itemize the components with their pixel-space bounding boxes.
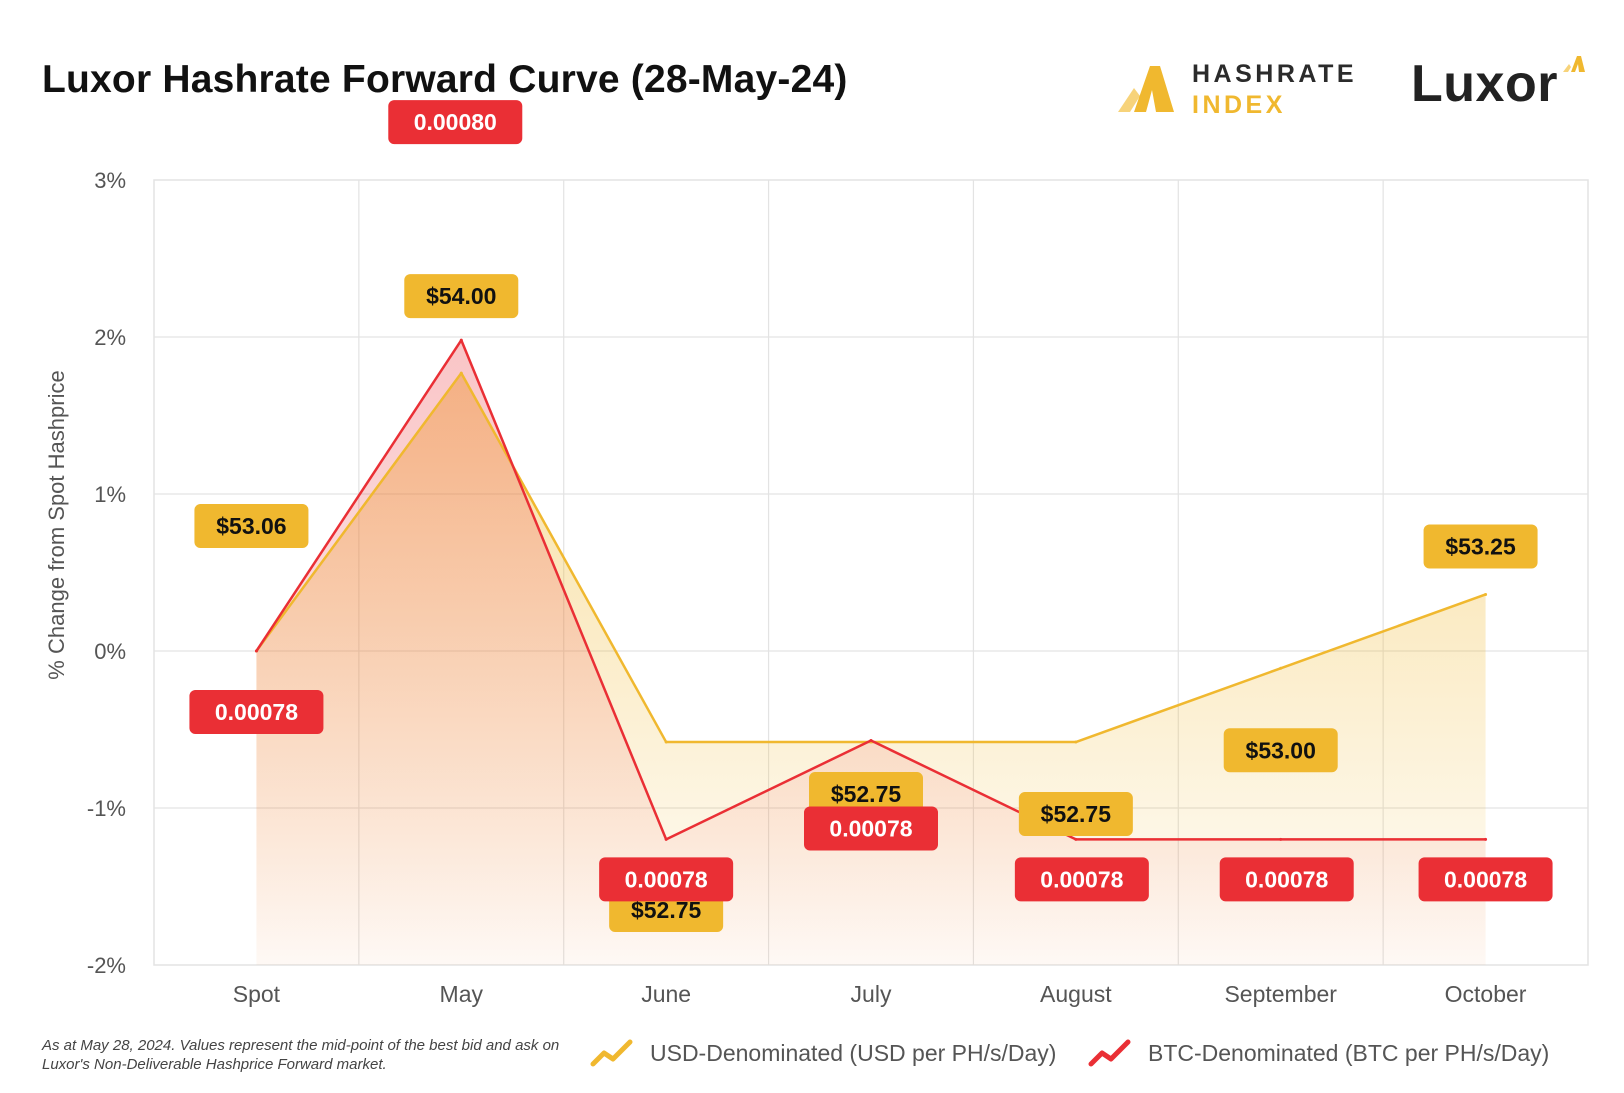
legend-label-btc: BTC-Denominated (BTC per PH/s/Day) bbox=[1148, 1040, 1550, 1066]
luxor-logo: Luxor bbox=[1411, 52, 1591, 116]
series-areas bbox=[256, 340, 1486, 965]
btc-point bbox=[459, 338, 463, 342]
x-tick-label: Spot bbox=[233, 981, 281, 1007]
y-tick-label: 0% bbox=[94, 639, 126, 664]
y-tick-label: -2% bbox=[87, 953, 126, 978]
usd-data-label-box bbox=[194, 504, 309, 548]
btc-data-label-box bbox=[388, 100, 523, 145]
btc-point bbox=[869, 738, 873, 742]
usd-data-label: $52.75 bbox=[809, 772, 923, 817]
usd-data-label-text: $53.06 bbox=[216, 513, 286, 539]
usd-data-label: $53.06 bbox=[194, 504, 309, 548]
btc-point bbox=[664, 837, 668, 841]
hashrate-index-logo: HASHRATE INDEX bbox=[1116, 58, 1376, 122]
btc-point bbox=[254, 649, 258, 653]
usd-data-label-box bbox=[809, 772, 923, 817]
btc-data-label: 0.00078 bbox=[804, 806, 938, 851]
y-tick-label: -1% bbox=[87, 796, 126, 821]
usd-data-label-text: $52.75 bbox=[1041, 801, 1112, 827]
x-tick-label: July bbox=[851, 981, 892, 1007]
hashrate-index-logo-line2: INDEX bbox=[1192, 91, 1286, 119]
x-tick-label: September bbox=[1224, 981, 1337, 1007]
footnote: As at May 28, 2024. Values represent the… bbox=[42, 1037, 560, 1073]
btc-data-label: 0.00078 bbox=[1014, 857, 1149, 902]
y-axis-label: % Change from Spot Hashprice bbox=[44, 370, 69, 679]
btc-data-label-text: 0.00078 bbox=[1245, 866, 1328, 892]
btc-data-label-text: 0.00078 bbox=[625, 866, 708, 892]
btc-data-label-box bbox=[1014, 857, 1149, 902]
btc-data-label-text: 0.00078 bbox=[1040, 866, 1123, 892]
y-axis-ticks: -2% -1% 0% 1% 2% 3% bbox=[87, 168, 126, 978]
x-tick-label: August bbox=[1040, 981, 1112, 1007]
btc-data-label-text: 0.00080 bbox=[414, 109, 497, 135]
series-lines bbox=[254, 338, 1488, 841]
y-tick-label: 3% bbox=[94, 168, 126, 193]
usd-legend-icon bbox=[590, 1039, 633, 1067]
btc-data-label-box bbox=[599, 857, 734, 902]
btc-data-label: 0.00078 bbox=[1219, 857, 1354, 902]
usd-data-label-box bbox=[404, 274, 519, 319]
usd-point bbox=[459, 371, 463, 375]
usd-data-label: $52.75 bbox=[1018, 792, 1133, 837]
usd-data-label: $53.25 bbox=[1423, 524, 1538, 569]
hashrate-index-logo-icon bbox=[1118, 66, 1174, 112]
y-tick-label: 2% bbox=[94, 325, 126, 350]
usd-data-label-box bbox=[1423, 524, 1538, 569]
usd-data-label-box bbox=[1223, 728, 1338, 773]
usd-data-label: $54.00 bbox=[404, 274, 519, 319]
btc-data-label-box bbox=[1418, 857, 1553, 902]
usd-data-label-box bbox=[1018, 792, 1133, 837]
usd-point bbox=[664, 740, 668, 744]
x-tick-label: October bbox=[1445, 981, 1527, 1007]
usd-point bbox=[1484, 592, 1488, 596]
usd-data-label-text: $54.00 bbox=[426, 283, 496, 309]
y-tick-label: 1% bbox=[94, 482, 126, 507]
btc-data-label-text: 0.00078 bbox=[829, 815, 912, 841]
usd-data-label-text: $53.25 bbox=[1445, 533, 1516, 559]
hashrate-index-logo-line1: HASHRATE bbox=[1192, 60, 1358, 88]
btc-data-label-box bbox=[189, 690, 324, 734]
btc-data-label: 0.00078 bbox=[599, 857, 734, 902]
x-axis-ticks: Spot May June July August September October bbox=[233, 981, 1527, 1007]
chart-title: Luxor Hashrate Forward Curve (28-May-24) bbox=[42, 58, 848, 101]
btc-point bbox=[1484, 837, 1488, 841]
btc-area bbox=[256, 340, 1486, 965]
btc-data-label: 0.00078 bbox=[189, 690, 324, 734]
btc-point bbox=[1279, 837, 1283, 841]
btc-point bbox=[1074, 837, 1078, 841]
data-labels: $53.06$54.00$52.75$52.75$52.75$53.00$53.… bbox=[189, 100, 1553, 933]
usd-point bbox=[1279, 666, 1283, 670]
luxor-logo-icon bbox=[1563, 56, 1585, 72]
legend: USD-Denominated (USD per PH/s/Day) BTC-D… bbox=[590, 1036, 1610, 1070]
legend-label-usd: USD-Denominated (USD per PH/s/Day) bbox=[650, 1040, 1057, 1066]
btc-data-label-box bbox=[1219, 857, 1354, 902]
btc-data-label: 0.00080 bbox=[388, 100, 523, 145]
btc-data-label-text: 0.00078 bbox=[215, 699, 298, 725]
luxor-logo-text: Luxor bbox=[1411, 55, 1558, 113]
usd-data-label: $53.00 bbox=[1223, 728, 1338, 773]
btc-data-label: 0.00078 bbox=[1418, 857, 1553, 902]
usd-point bbox=[1074, 740, 1078, 744]
x-tick-label: May bbox=[440, 981, 484, 1007]
usd-data-label-text: $53.00 bbox=[1246, 737, 1316, 763]
btc-legend-icon bbox=[1088, 1039, 1131, 1067]
usd-data-label-text: $52.75 bbox=[831, 781, 902, 807]
btc-data-label-box bbox=[804, 806, 938, 851]
x-tick-label: June bbox=[641, 981, 691, 1007]
btc-data-label-text: 0.00078 bbox=[1444, 866, 1527, 892]
